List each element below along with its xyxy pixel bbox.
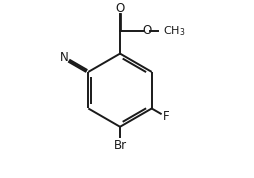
Text: O: O [115, 2, 125, 15]
Text: CH$_3$: CH$_3$ [163, 24, 185, 38]
Text: N: N [59, 51, 68, 64]
Text: F: F [163, 110, 169, 123]
Text: O: O [142, 24, 152, 37]
Text: Br: Br [114, 139, 126, 152]
